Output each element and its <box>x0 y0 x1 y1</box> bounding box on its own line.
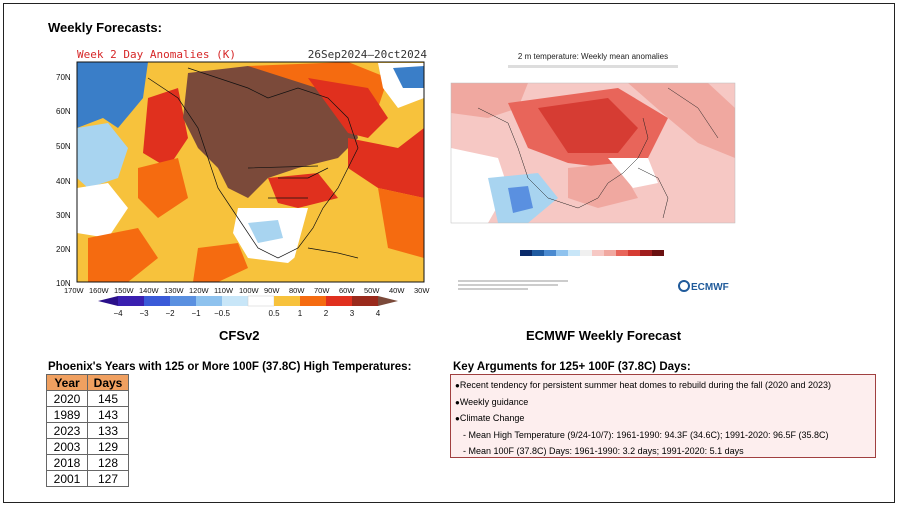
cfs-date-range: 26Sep2024–20ct2024 <box>307 48 427 61</box>
lon-label: 170W <box>64 286 85 295</box>
colorbar-label: −4 <box>113 309 123 318</box>
year-cell: 2023 <box>46 422 88 439</box>
lon-label: 160W <box>89 286 110 295</box>
ecmwf-footnote-text <box>458 288 528 290</box>
days-cell: 143 <box>87 406 129 423</box>
cfs-colorbar-labels: −4 −3 −2 −1 −0.5 0.5 1 2 3 4 <box>113 309 380 318</box>
key-argument-subitem: Mean High Temperature (9/24-10/7): 1961-… <box>455 427 871 444</box>
lon-label: 100W <box>239 286 260 295</box>
year-cell: 2018 <box>46 454 88 471</box>
ecmwf-logo: ECMWF <box>678 280 729 293</box>
days-cell: 127 <box>87 470 129 487</box>
key-arguments-box: Recent tendency for persistent summer he… <box>450 374 876 458</box>
lon-label: 50W <box>364 286 380 295</box>
year-cell: 2001 <box>46 470 88 487</box>
lon-label: 140W <box>139 286 160 295</box>
colorbar-label: 2 <box>324 309 329 318</box>
lon-label: 120W <box>189 286 210 295</box>
lat-label: 50N <box>56 142 71 151</box>
lat-label: 20N <box>56 245 71 254</box>
days-cell: 128 <box>87 454 129 471</box>
cfs-colorbar <box>98 295 398 307</box>
key-arguments-title: Key Arguments for 125+ 100F (37.8C) Days… <box>453 361 691 373</box>
ecmwf-colorbar <box>520 250 664 256</box>
phoenix-years-table: Year Days 2020 145 1989 143 2023 133 2003 12… <box>46 374 129 487</box>
table-header-row: Year Days <box>46 374 129 391</box>
ecmwf-subtitle-text <box>508 65 678 68</box>
cfs-caption: CFSv2 <box>219 328 260 343</box>
key-argument-item: Weekly guidance <box>455 394 871 411</box>
column-header-year: Year <box>46 374 88 391</box>
lat-label: 70N <box>56 73 71 82</box>
days-cell: 145 <box>87 390 129 407</box>
cfs-coastlines <box>147 67 359 259</box>
ecmwf-anomaly-map: 2 m temperature: Weekly mean anomalies <box>450 52 736 293</box>
colorbar-label: −3 <box>139 309 149 318</box>
slide-frame <box>3 3 895 503</box>
column-header-days: Days <box>87 374 129 391</box>
ecmwf-logo-text: ECMWF <box>691 282 729 293</box>
days-cell: 133 <box>87 422 129 439</box>
year-cell: 2020 <box>46 390 88 407</box>
lat-label: 10N <box>56 279 71 288</box>
cfs-anomaly-map: 70N 60N 50N 40N 30N 20N 10N 170W 160W 15… <box>56 61 430 318</box>
table-row: 1989 143 <box>46 406 129 423</box>
page-title: Weekly Forecasts: <box>48 20 162 35</box>
cfs-map-field <box>77 62 424 282</box>
ecmwf-footnote-text <box>458 280 568 282</box>
lon-label: 40W <box>389 286 405 295</box>
lon-label: 150W <box>114 286 135 295</box>
table-row: 2018 128 <box>46 454 129 471</box>
lat-label: 60N <box>56 107 71 116</box>
key-argument-item: Recent tendency for persistent summer he… <box>455 377 871 394</box>
phoenix-table-title: Phoenix's Years with 125 or More 100F (3… <box>48 361 412 373</box>
year-cell: 2003 <box>46 438 88 455</box>
key-argument-subitem: Mean 100F (37.8C) Days: 1961-1990: 3.2 d… <box>455 443 871 460</box>
cfs-lon-labels: 170W 160W 150W 140W 130W 120W 110W 100W … <box>64 286 430 295</box>
colorbar-label: 0.5 <box>268 309 280 318</box>
cfs-map-title: Week 2 Day Anomalies (K) <box>77 48 236 61</box>
lon-label: 70W <box>314 286 330 295</box>
key-argument-item: Climate Change <box>455 410 871 427</box>
colorbar-label: 1 <box>298 309 303 318</box>
colorbar-label: −0.5 <box>214 309 230 318</box>
table-row: 2003 129 <box>46 438 129 455</box>
days-cell: 129 <box>87 438 129 455</box>
colorbar-label: −2 <box>165 309 175 318</box>
lon-label: 110W <box>214 286 234 295</box>
ecmwf-caption: ECMWF Weekly Forecast <box>526 328 682 343</box>
lat-label: 30N <box>56 211 71 220</box>
table-row: 2023 133 <box>46 422 129 439</box>
ecmwf-footnote-text <box>458 284 558 286</box>
table-row: 2001 127 <box>46 470 129 487</box>
ecmwf-coastlines <box>477 87 719 219</box>
colorbar-label: −1 <box>191 309 201 318</box>
ecmwf-map-title: 2 m temperature: Weekly mean anomalies <box>518 52 668 61</box>
cfs-map-header: Week 2 Day Anomalies (K) 26Sep2024–20ct2… <box>77 48 427 61</box>
lon-label: 60W <box>339 286 355 295</box>
cfs-lat-labels: 70N 60N 50N 40N 30N 20N 10N <box>56 73 71 288</box>
lon-label: 130W <box>164 286 185 295</box>
year-cell: 1989 <box>46 406 88 423</box>
colorbar-label: 3 <box>350 309 355 318</box>
lon-label: 80W <box>289 286 305 295</box>
lon-label: 90W <box>264 286 280 295</box>
colorbar-label: 4 <box>376 309 381 318</box>
ecmwf-map-field <box>451 83 735 223</box>
lon-label: 30W <box>414 286 430 295</box>
lat-label: 40N <box>56 177 71 186</box>
table-row: 2020 145 <box>46 390 129 407</box>
